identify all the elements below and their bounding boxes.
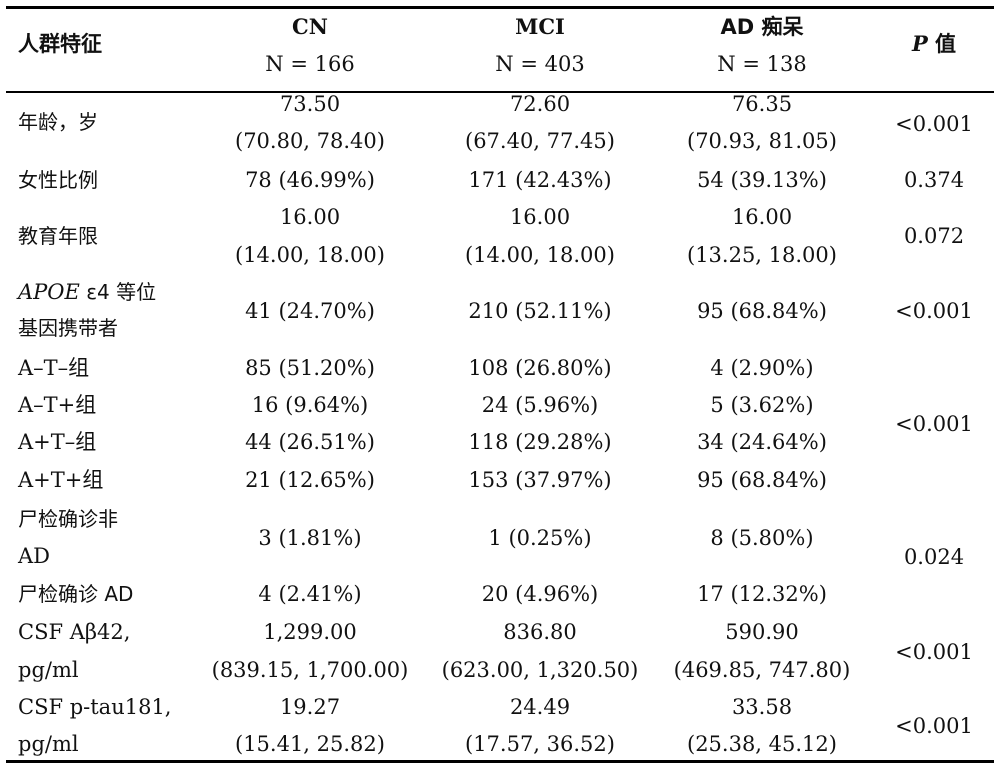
row-ptau-ad-iqr: (25.38, 45.12) <box>687 732 837 756</box>
row-edu-mci-median: 16.00 <box>509 205 571 229</box>
row-at-np-ad: 5 (3.62%) <box>710 393 814 417</box>
row-autopsy-ad-mci: 20 (4.96%) <box>481 582 599 606</box>
row-autopsy-non-mci: 1 (0.25%) <box>488 526 592 550</box>
row-abeta-mci-iqr: (623.00, 1,320.50) <box>441 658 639 682</box>
row-autopsy-p: 0.024 <box>903 545 965 569</box>
row-at-pn-cn: 44 (26.51%) <box>245 430 375 454</box>
row-ptau-cn-iqr: (15.41, 25.82) <box>235 732 385 756</box>
row-ptau-mci-iqr: (17.57, 36.52) <box>465 732 615 756</box>
row-apoe-label-2: 基因携带者 <box>18 316 118 340</box>
row-abeta-ad-iqr: (469.85, 747.80) <box>673 658 851 682</box>
row-abeta-cn-median: 1,299.00 <box>263 620 357 644</box>
row-at-nn-label: A–T–组 <box>18 356 90 380</box>
top-rule <box>6 6 994 9</box>
header-n-mci: N = 403 <box>495 52 585 76</box>
row-autopsy-ad-ad: 17 (12.32%) <box>697 582 827 606</box>
row-age-mci-median: 72.60 <box>509 92 571 116</box>
row-apoe-p: <0.001 <box>895 299 973 323</box>
row-at-pn-mci: 118 (29.28%) <box>468 430 612 454</box>
row-apoe-mci: 210 (52.11%) <box>468 299 612 323</box>
header-group-ad: AD 痴呆 <box>720 15 804 39</box>
row-at-np-label: A–T+组 <box>18 393 97 417</box>
header-group-cn: CN <box>292 14 328 39</box>
row-abeta-p: <0.001 <box>895 640 973 664</box>
header-n-ad: N = 138 <box>717 52 807 76</box>
bottom-rule <box>6 760 994 763</box>
row-ptau-label: CSF p-tau181, <box>18 695 172 719</box>
row-at-pp-label: A+T+组 <box>18 468 104 492</box>
row-autopsy-non-ad: 8 (5.80%) <box>710 526 814 550</box>
row-at-pn-label: A+T–组 <box>18 430 97 454</box>
row-at-nn-ad: 4 (2.90%) <box>710 356 814 380</box>
row-age-ad-iqr: (70.93, 81.05) <box>687 129 837 153</box>
row-ptau-mci-median: 24.49 <box>509 695 571 719</box>
row-autopsy-non-cn: 3 (1.81%) <box>258 526 362 550</box>
row-edu-ad-iqr: (13.25, 18.00) <box>687 243 837 267</box>
row-at-pp-mci: 153 (37.97%) <box>468 468 612 492</box>
row-autopsy-non-label-2: AD <box>18 544 51 568</box>
row-female-label: 女性比例 <box>18 168 98 192</box>
row-at-pp-ad: 95 (68.84%) <box>697 468 827 492</box>
row-edu-cn-median: 16.00 <box>279 205 341 229</box>
row-apoe-ad: 95 (68.84%) <box>697 299 827 323</box>
row-female-p: 0.374 <box>903 168 965 192</box>
header-feature: 人群特征 <box>18 32 102 56</box>
header-rule <box>6 91 994 93</box>
row-age-mci-iqr: (67.40, 77.45) <box>465 129 615 153</box>
header-p-value: P 值 <box>911 31 957 56</box>
row-apoe-cn: 41 (24.70%) <box>245 299 375 323</box>
row-at-pp-cn: 21 (12.65%) <box>245 468 375 492</box>
row-at-p: <0.001 <box>895 412 973 436</box>
row-ptau-label-2: pg/ml <box>18 732 79 756</box>
row-age-p: <0.001 <box>895 112 973 136</box>
header-n-cn: N = 166 <box>265 52 355 76</box>
row-abeta-mci-median: 836.80 <box>503 620 577 644</box>
row-female-ad: 54 (39.13%) <box>697 168 827 192</box>
row-edu-p: 0.072 <box>903 224 965 248</box>
header-group-mci: MCI <box>515 14 565 39</box>
row-at-nn-cn: 85 (51.20%) <box>245 356 375 380</box>
row-abeta-cn-iqr: (839.15, 1,700.00) <box>211 658 409 682</box>
row-age-ad-median: 76.35 <box>731 92 793 116</box>
row-autopsy-ad-cn: 4 (2.41%) <box>258 582 362 606</box>
row-female-cn: 78 (46.99%) <box>245 168 375 192</box>
row-ptau-cn-median: 19.27 <box>279 695 341 719</box>
row-edu-ad-median: 16.00 <box>731 205 793 229</box>
row-at-np-cn: 16 (9.64%) <box>251 393 369 417</box>
row-edu-cn-iqr: (14.00, 18.00) <box>235 243 385 267</box>
row-at-np-mci: 24 (5.96%) <box>481 393 599 417</box>
row-abeta-label: CSF Aβ42, <box>18 620 131 644</box>
row-at-pn-ad: 34 (24.64%) <box>697 430 827 454</box>
row-abeta-label-2: pg/ml <box>18 658 79 682</box>
row-autopsy-ad-label: 尸检确诊 AD <box>18 582 134 606</box>
row-at-nn-mci: 108 (26.80%) <box>468 356 612 380</box>
row-female-mci: 171 (42.43%) <box>468 168 612 192</box>
row-ptau-p: <0.001 <box>895 714 973 738</box>
row-age-cn-median: 73.50 <box>279 92 341 116</box>
row-age-label: 年龄，岁 <box>18 110 98 134</box>
row-age-cn-iqr: (70.80, 78.40) <box>235 129 385 153</box>
row-edu-mci-iqr: (14.00, 18.00) <box>465 243 615 267</box>
row-autopsy-non-label: 尸检确诊非 <box>18 507 118 531</box>
row-edu-label: 教育年限 <box>18 224 98 248</box>
row-ptau-ad-median: 33.58 <box>731 695 793 719</box>
row-abeta-ad-median: 590.90 <box>725 620 799 644</box>
row-apoe-label: APOE ε4 等位 <box>18 280 157 304</box>
